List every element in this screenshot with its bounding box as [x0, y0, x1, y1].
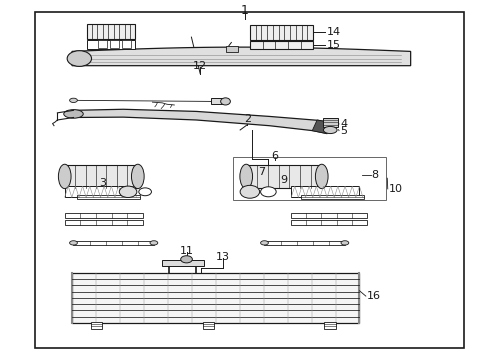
Bar	[77, 195, 140, 199]
Bar	[233, 157, 386, 200]
Polygon shape	[312, 120, 333, 134]
Ellipse shape	[119, 186, 137, 198]
Ellipse shape	[323, 126, 337, 134]
Ellipse shape	[316, 164, 328, 189]
Ellipse shape	[58, 164, 71, 189]
Ellipse shape	[70, 241, 77, 245]
Text: 12: 12	[193, 61, 207, 71]
Bar	[162, 260, 203, 266]
Bar	[324, 322, 336, 329]
Bar	[250, 24, 313, 40]
Bar	[91, 322, 102, 329]
Bar	[301, 195, 365, 199]
Ellipse shape	[64, 110, 83, 118]
Text: 3: 3	[99, 177, 106, 188]
Bar	[74, 241, 154, 245]
Bar	[265, 241, 345, 245]
Bar	[246, 165, 322, 188]
Bar	[110, 40, 119, 48]
Text: 13: 13	[216, 252, 230, 262]
Polygon shape	[74, 109, 333, 134]
Text: 15: 15	[327, 40, 341, 50]
Text: 1: 1	[241, 4, 249, 17]
Bar	[65, 186, 133, 197]
Ellipse shape	[139, 188, 151, 196]
Ellipse shape	[181, 256, 193, 263]
Ellipse shape	[70, 98, 77, 103]
Text: 16: 16	[367, 291, 381, 301]
Text: 4: 4	[340, 118, 347, 129]
Bar	[323, 118, 338, 127]
Ellipse shape	[67, 51, 92, 66]
Ellipse shape	[341, 241, 349, 245]
Bar	[65, 165, 138, 188]
Bar	[225, 46, 238, 52]
Ellipse shape	[261, 187, 276, 197]
Bar	[65, 220, 143, 225]
Text: 7: 7	[259, 167, 266, 177]
Bar	[65, 213, 143, 217]
Ellipse shape	[261, 241, 269, 245]
Text: 9: 9	[280, 175, 288, 185]
Bar	[35, 12, 464, 348]
Text: 8: 8	[372, 170, 379, 180]
Text: 5: 5	[340, 126, 347, 136]
Text: 11: 11	[179, 246, 194, 256]
Ellipse shape	[240, 185, 260, 198]
Bar	[122, 40, 131, 48]
Bar	[211, 98, 223, 104]
Text: 2: 2	[244, 113, 251, 123]
Bar	[291, 186, 360, 197]
Text: 14: 14	[327, 27, 341, 37]
Bar	[98, 40, 107, 48]
Bar	[87, 24, 135, 39]
Polygon shape	[72, 47, 411, 66]
Ellipse shape	[220, 98, 230, 105]
Bar	[291, 213, 367, 217]
Bar	[87, 40, 135, 49]
Text: 10: 10	[389, 184, 403, 194]
Ellipse shape	[240, 164, 252, 189]
Ellipse shape	[131, 164, 144, 189]
Bar	[250, 41, 313, 49]
Bar	[291, 220, 367, 225]
Bar	[202, 322, 214, 329]
Bar	[72, 273, 360, 323]
Text: 6: 6	[272, 151, 279, 161]
Ellipse shape	[150, 241, 158, 245]
